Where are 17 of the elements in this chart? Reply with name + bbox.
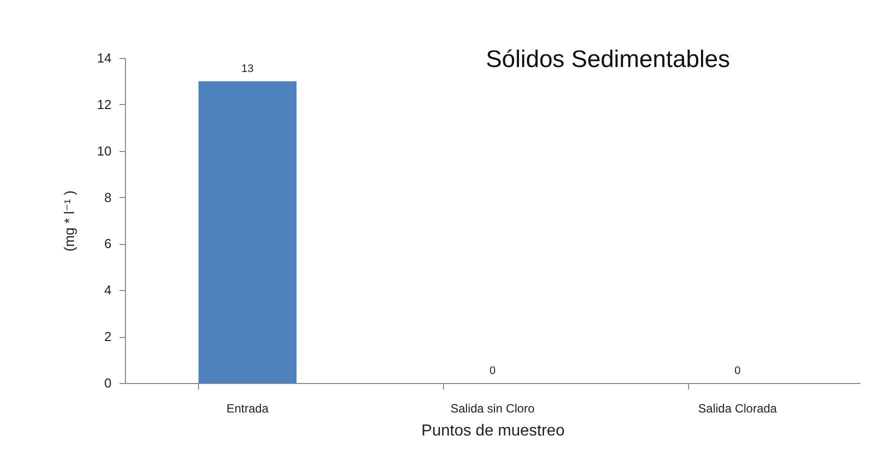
y-tick-label: 10: [97, 143, 112, 158]
y-axis-title: (mg * l⁻¹ ): [61, 190, 78, 252]
y-tick-label: 8: [104, 190, 112, 205]
y-tick-label: 0: [104, 376, 112, 390]
data-label: 0: [489, 365, 496, 377]
y-tick-label: 4: [104, 282, 112, 298]
x-axis-title: Puntos de muestreo: [421, 422, 565, 440]
x-tick-label: Entrada: [226, 402, 269, 416]
y-tick-label: 6: [104, 236, 112, 252]
y-tick-label: 14: [97, 50, 112, 66]
y-tick-label: 12: [97, 96, 112, 112]
data-label: 0: [734, 365, 741, 377]
x-tick-label: Salida Clorada: [698, 402, 778, 416]
data-label: 13: [241, 63, 254, 76]
chart-title: Sólidos Sedimentables: [486, 46, 730, 73]
y-tick-label: 2: [104, 329, 112, 344]
x-tick-label: Salida sin Cloro: [450, 402, 535, 416]
